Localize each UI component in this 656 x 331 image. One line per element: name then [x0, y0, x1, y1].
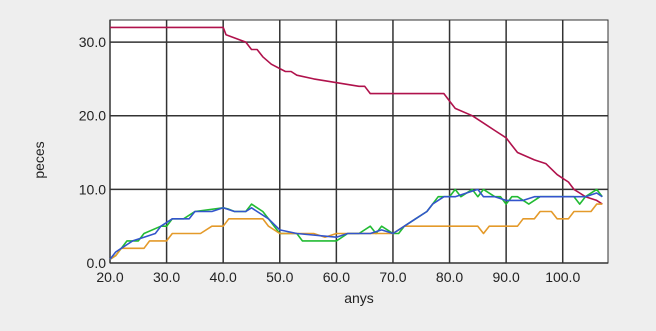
series-line-1 — [110, 26, 603, 205]
y-axis-label: peces — [31, 141, 47, 178]
x-tick-label: 50.0 — [266, 269, 293, 285]
x-tick-label: 40.0 — [210, 269, 237, 285]
y-tick-label: 10.0 — [79, 181, 106, 197]
series-lines — [109, 26, 603, 260]
x-tick-label: 30.0 — [153, 269, 180, 285]
x-tick-label: 100.0 — [545, 269, 580, 285]
x-tick-label: 60.0 — [323, 269, 350, 285]
grid-lines — [109, 20, 608, 264]
plot-area — [109, 19, 609, 264]
x-tick-label: 90.0 — [493, 269, 520, 285]
x-tick-label: 20.0 — [96, 269, 123, 285]
y-tick-label: 0.0 — [87, 255, 107, 271]
x-tick-label: 70.0 — [379, 269, 406, 285]
y-tick-label: 20.0 — [79, 108, 106, 124]
y-tick-labels: 0.0 10.0 20.0 30.0 — [79, 34, 106, 271]
x-tick-label: 80.0 — [436, 269, 463, 285]
x-tick-labels: 20.0 30.0 40.0 50.0 60.0 70.0 80.0 90.0 100.0 — [96, 269, 580, 285]
series-line-4 — [109, 188, 603, 260]
x-axis-label: anys — [344, 290, 374, 306]
y-tick-label: 30.0 — [79, 34, 106, 50]
